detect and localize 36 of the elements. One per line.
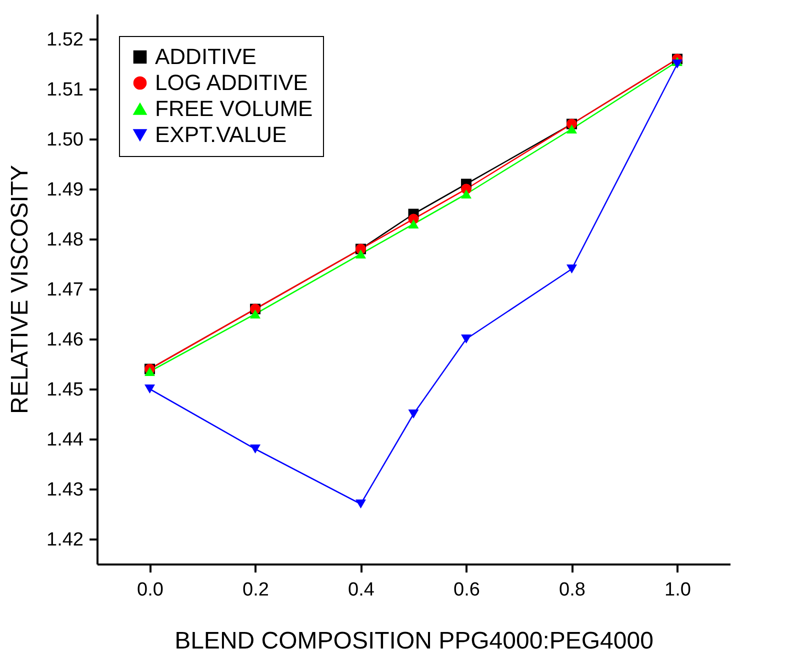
- point: [408, 219, 419, 229]
- y-axis-title: RELATIVE VISCOSITY: [6, 165, 34, 414]
- y-tick-label: 1.44: [46, 430, 84, 450]
- point: [408, 409, 419, 419]
- y-tick-label: 1.42: [46, 530, 84, 550]
- y-tick-label: 1.51: [46, 80, 84, 100]
- legend-label: EXPT.VALUE: [155, 122, 287, 147]
- legend-label: LOG ADDITIVE: [155, 70, 308, 95]
- x-tick-label: 0.4: [348, 580, 375, 600]
- point: [461, 334, 472, 344]
- y-tick-label: 1.46: [46, 330, 84, 350]
- point: [566, 264, 577, 274]
- point: [250, 444, 260, 454]
- legend-label: ADDITIVE: [155, 44, 256, 69]
- y-tick-label: 1.48: [46, 230, 84, 250]
- point: [144, 384, 155, 394]
- point: [356, 249, 366, 259]
- y-tick-label: 1.47: [46, 280, 84, 300]
- x-tick-label: 0.6: [454, 580, 480, 600]
- point: [144, 366, 155, 376]
- y-tick-label: 1.45: [46, 380, 84, 400]
- x-tick-label: 1.0: [664, 580, 691, 600]
- y-tick-label: 1.49: [46, 180, 84, 200]
- point: [566, 124, 577, 134]
- x-tick-label: 0.0: [137, 580, 164, 600]
- y-tick-label: 1.50: [46, 130, 84, 150]
- point: [250, 309, 260, 319]
- legend-label: FREE VOLUME: [155, 96, 313, 121]
- x-tick-label: 0.8: [559, 580, 586, 600]
- point: [356, 499, 366, 509]
- point: [672, 59, 682, 69]
- y-tick-label: 1.43: [46, 480, 84, 500]
- point: [461, 189, 472, 199]
- y-tick-label: 1.52: [46, 30, 84, 50]
- x-axis-title: BLEND COMPOSITION PPG4000:PEG4000: [174, 628, 654, 654]
- x-tick-label: 0.2: [242, 580, 269, 600]
